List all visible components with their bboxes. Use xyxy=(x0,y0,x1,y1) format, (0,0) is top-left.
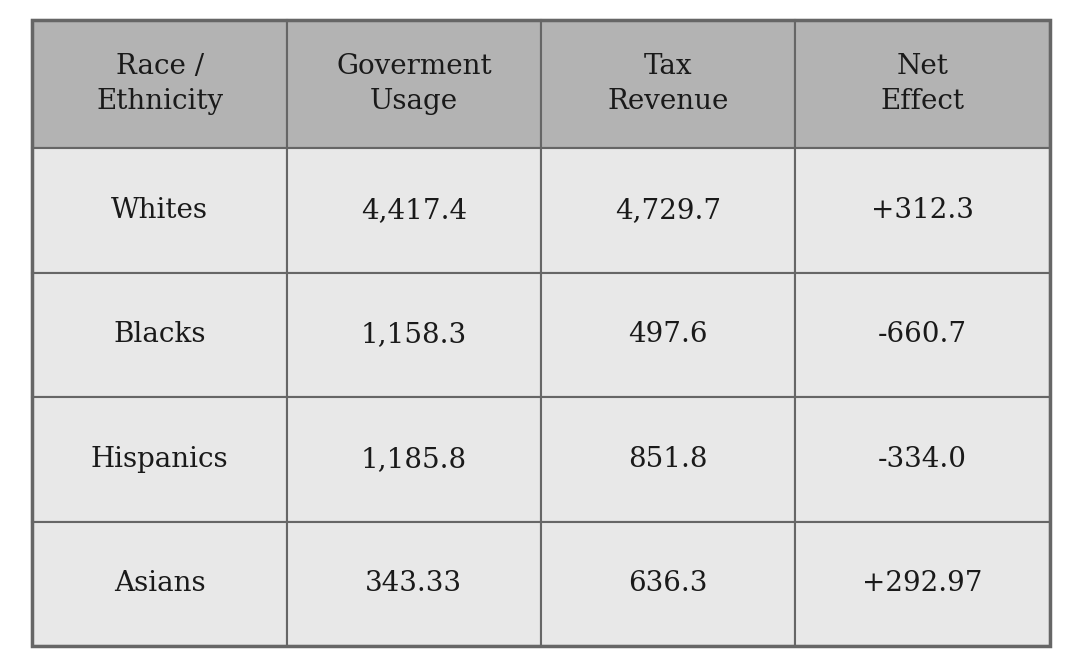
Bar xyxy=(32,397,287,521)
Text: 636.3: 636.3 xyxy=(629,570,708,597)
Text: 4,729.7: 4,729.7 xyxy=(615,197,722,224)
Bar xyxy=(287,397,541,521)
Text: -660.7: -660.7 xyxy=(878,322,967,348)
Text: Hispanics: Hispanics xyxy=(91,446,228,473)
Text: Tax
Revenue: Tax Revenue xyxy=(607,53,729,115)
Text: 4,417.4: 4,417.4 xyxy=(360,197,467,224)
Text: 1,158.3: 1,158.3 xyxy=(360,322,467,348)
Text: Whites: Whites xyxy=(111,197,208,224)
Text: Asians: Asians xyxy=(114,570,206,597)
Bar xyxy=(32,149,287,273)
Bar xyxy=(32,273,287,397)
Text: 497.6: 497.6 xyxy=(629,322,708,348)
Text: Net
Effect: Net Effect xyxy=(881,53,964,115)
Bar xyxy=(287,149,541,273)
Text: Race /
Ethnicity: Race / Ethnicity xyxy=(96,53,223,115)
Text: 1,185.8: 1,185.8 xyxy=(360,446,467,473)
Text: +292.97: +292.97 xyxy=(862,570,982,597)
Bar xyxy=(795,149,1050,273)
Text: Goverment
Usage: Goverment Usage xyxy=(337,53,491,115)
Bar xyxy=(541,20,795,149)
Text: +312.3: +312.3 xyxy=(871,197,974,224)
Bar xyxy=(32,20,287,149)
Bar xyxy=(795,397,1050,521)
Bar xyxy=(541,149,795,273)
Bar xyxy=(32,521,287,646)
Bar xyxy=(541,397,795,521)
Bar xyxy=(795,273,1050,397)
Bar xyxy=(541,521,795,646)
Text: -334.0: -334.0 xyxy=(878,446,967,473)
Bar xyxy=(795,521,1050,646)
Bar xyxy=(287,521,541,646)
Bar xyxy=(795,20,1050,149)
Bar xyxy=(541,273,795,397)
Bar xyxy=(287,20,541,149)
Text: Blacks: Blacks xyxy=(114,322,206,348)
Text: 851.8: 851.8 xyxy=(629,446,708,473)
Bar xyxy=(287,273,541,397)
Text: 343.33: 343.33 xyxy=(366,570,462,597)
